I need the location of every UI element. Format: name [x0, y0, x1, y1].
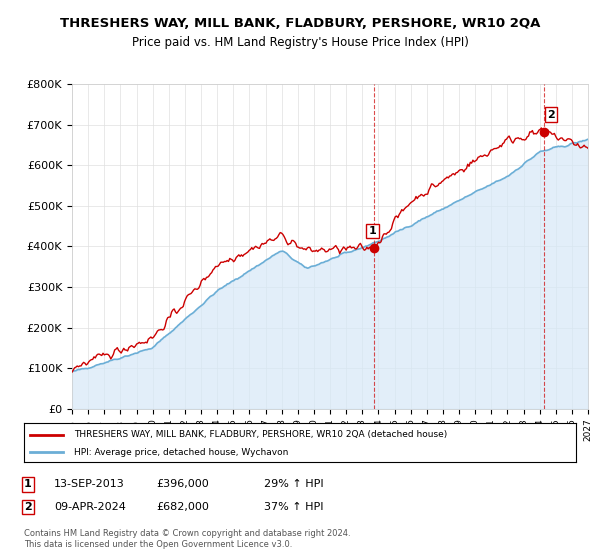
Text: 1: 1 — [369, 226, 376, 236]
Text: 2: 2 — [547, 110, 555, 120]
Text: Contains HM Land Registry data © Crown copyright and database right 2024.
This d: Contains HM Land Registry data © Crown c… — [24, 529, 350, 549]
Text: 09-APR-2024: 09-APR-2024 — [54, 502, 126, 512]
Text: 2: 2 — [24, 502, 32, 512]
Text: Price paid vs. HM Land Registry's House Price Index (HPI): Price paid vs. HM Land Registry's House … — [131, 36, 469, 49]
Text: 29% ↑ HPI: 29% ↑ HPI — [264, 479, 323, 489]
Text: 13-SEP-2013: 13-SEP-2013 — [54, 479, 125, 489]
Text: THRESHERS WAY, MILL BANK, FLADBURY, PERSHORE, WR10 2QA: THRESHERS WAY, MILL BANK, FLADBURY, PERS… — [60, 17, 540, 30]
Text: 37% ↑ HPI: 37% ↑ HPI — [264, 502, 323, 512]
Text: 1: 1 — [24, 479, 32, 489]
Text: £396,000: £396,000 — [156, 479, 209, 489]
Text: THRESHERS WAY, MILL BANK, FLADBURY, PERSHORE, WR10 2QA (detached house): THRESHERS WAY, MILL BANK, FLADBURY, PERS… — [74, 430, 447, 439]
Text: £682,000: £682,000 — [156, 502, 209, 512]
Text: HPI: Average price, detached house, Wychavon: HPI: Average price, detached house, Wych… — [74, 447, 288, 457]
